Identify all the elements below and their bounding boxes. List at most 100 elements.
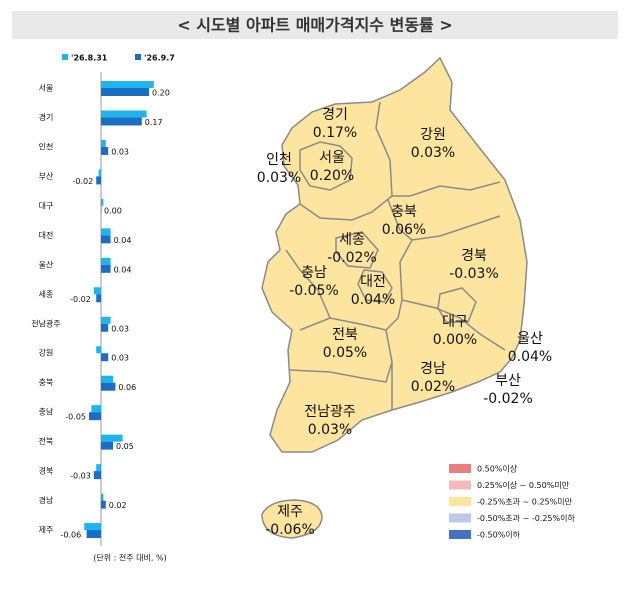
bar bbox=[101, 493, 104, 501]
bar bbox=[101, 110, 147, 118]
map-legend-swatch bbox=[449, 480, 471, 490]
region-name: 전남광주 bbox=[304, 404, 356, 420]
region-value: 0.02% bbox=[411, 379, 455, 395]
region-value: 0.03% bbox=[411, 145, 455, 161]
map-legend-swatch bbox=[449, 513, 471, 523]
region-name: 세종 bbox=[339, 232, 365, 248]
data-label: 0.00 bbox=[104, 206, 122, 215]
bar bbox=[96, 346, 101, 354]
y-tick-label: 전남광주 bbox=[31, 318, 60, 328]
bar bbox=[101, 382, 116, 391]
region-name: 부산 bbox=[495, 373, 521, 389]
region-value: 0.20% bbox=[310, 168, 354, 184]
map-legend-swatch bbox=[449, 464, 471, 473]
data-label: 0.20 bbox=[152, 89, 170, 98]
map-legend-swatch bbox=[449, 497, 471, 506]
map bbox=[261, 56, 528, 539]
bar bbox=[93, 287, 101, 295]
bar bbox=[96, 176, 101, 185]
bar bbox=[98, 169, 101, 177]
region-value: 0.04% bbox=[351, 292, 395, 308]
y-tick-label: 울산 bbox=[39, 259, 54, 269]
data-label: -0.06 bbox=[60, 531, 81, 540]
map-legend-label: -0.25%초과 ~ 0.25%미만 bbox=[477, 498, 573, 507]
data-label: 0.04 bbox=[114, 265, 132, 274]
y-tick-label: 대구 bbox=[39, 201, 54, 210]
bar bbox=[101, 81, 154, 88]
y-tick-label: 인천 bbox=[39, 141, 54, 151]
y-tick-label: 전북 bbox=[39, 436, 54, 446]
legend-label: '26.9.7 bbox=[144, 54, 175, 63]
region-name: 제주 bbox=[277, 504, 303, 520]
bar bbox=[101, 375, 113, 383]
map-legend-label: 0.25%이상 ~ 0.50%미만 bbox=[477, 480, 570, 490]
data-label: 0.05 bbox=[116, 442, 134, 451]
legend-label: '26.8.31 bbox=[71, 54, 108, 63]
region-value: 0.00% bbox=[433, 332, 477, 348]
y-tick-label: 경북 bbox=[39, 466, 54, 476]
region-value: -0.05% bbox=[289, 283, 339, 299]
borders bbox=[285, 101, 506, 410]
bar bbox=[101, 235, 111, 244]
unit-note: (단위 : 전주 대비, %) bbox=[93, 553, 166, 563]
bar bbox=[101, 146, 109, 155]
bar bbox=[101, 205, 102, 214]
y-tick-label: 경남 bbox=[39, 495, 54, 505]
title: < 시도별 아파트 매매가격지수 변동률 > bbox=[177, 16, 452, 35]
region-name: 대전 bbox=[360, 274, 386, 290]
region-value: 0.04% bbox=[508, 349, 552, 365]
data-label: 0.02 bbox=[109, 501, 127, 510]
data-label: 0.17 bbox=[145, 118, 163, 127]
bar bbox=[101, 88, 149, 96]
map-legend-label: -0.50%이하 bbox=[477, 530, 521, 540]
y-tick-label: 세종 bbox=[39, 290, 54, 299]
y-tick-label: 제주 bbox=[39, 526, 54, 535]
bar bbox=[101, 257, 111, 265]
bar bbox=[101, 198, 104, 206]
bar bbox=[101, 353, 109, 362]
bar bbox=[91, 405, 101, 413]
bar bbox=[86, 530, 101, 539]
region-name: 경남 bbox=[420, 361, 446, 377]
jeju bbox=[261, 499, 323, 539]
data-label: 0.03 bbox=[111, 324, 129, 333]
region-value: -0.03% bbox=[449, 266, 499, 282]
data-label: -0.05 bbox=[65, 413, 86, 422]
bar bbox=[84, 523, 101, 531]
region-name: 인천 bbox=[266, 152, 292, 168]
bar bbox=[101, 500, 106, 509]
data-label: 0.03 bbox=[111, 147, 129, 156]
bar bbox=[101, 323, 109, 332]
data-label: 0.06 bbox=[118, 383, 136, 392]
region-name: 충남 bbox=[301, 265, 327, 281]
y-tick-label: 충남 bbox=[39, 408, 54, 417]
region-name: 경기 bbox=[322, 107, 348, 123]
bar bbox=[96, 294, 101, 303]
y-tick-label: 강원 bbox=[39, 348, 54, 358]
region-value: 0.03% bbox=[257, 170, 301, 186]
region-value: 0.06% bbox=[382, 222, 426, 238]
region-name: 서울 bbox=[319, 150, 345, 166]
bar bbox=[93, 471, 101, 480]
bar bbox=[101, 117, 142, 126]
y-tick-label: 경기 bbox=[39, 112, 54, 122]
title-bar bbox=[12, 11, 618, 39]
data-label: 0.03 bbox=[111, 354, 129, 363]
region-name: 대구 bbox=[442, 314, 468, 330]
region-name: 강원 bbox=[420, 127, 446, 143]
map-labels: 경기 0.17% 강원 0.03% 인천 0.03% 서울 0.20% 충북 0.06% 세종 -0.… bbox=[257, 107, 552, 538]
data-label: -0.03 bbox=[70, 472, 91, 481]
y-tick-label: 대전 bbox=[39, 230, 54, 240]
region-name: 울산 bbox=[517, 331, 543, 347]
region-name: 전북 bbox=[332, 327, 358, 343]
region-value: -0.02% bbox=[327, 250, 377, 266]
region-name: 충북 bbox=[391, 204, 417, 220]
y-tick-label: 부산 bbox=[39, 171, 54, 181]
bar bbox=[101, 316, 111, 324]
bar bbox=[101, 264, 111, 273]
region-value: 0.17% bbox=[313, 125, 357, 141]
bar bbox=[101, 434, 123, 442]
y-tick-label: 충북 bbox=[39, 378, 54, 387]
map-legend-label: -0.50%초과 ~ -0.25%이하 bbox=[477, 513, 575, 523]
